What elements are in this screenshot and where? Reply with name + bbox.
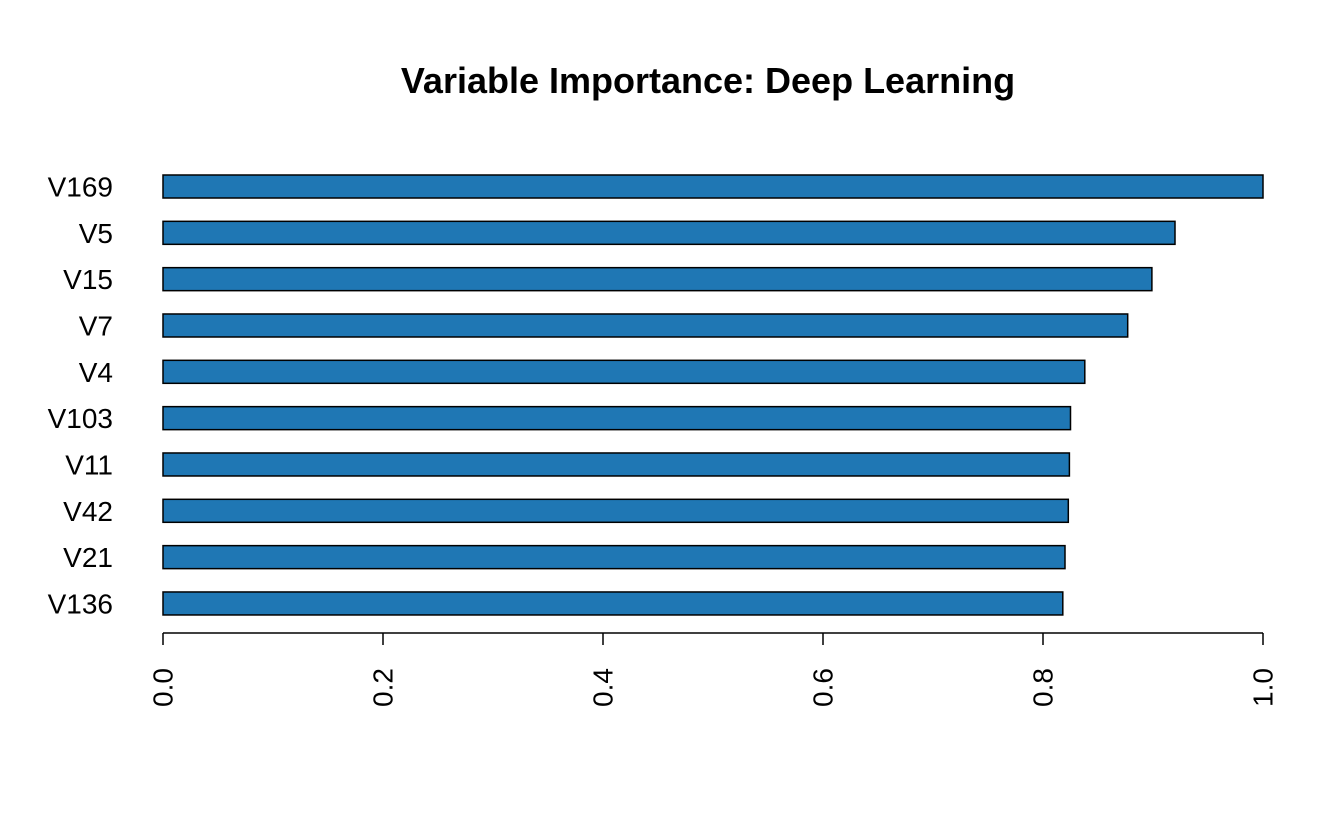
category-label-v136: V136 [48,588,113,619]
bar-v136 [162,591,1064,616]
bar-v42 [162,498,1070,524]
bar-v5 [162,220,1176,246]
category-label-v7: V7 [79,310,113,341]
category-label-v15: V15 [63,264,113,295]
category-label-v21: V21 [63,542,113,573]
x-tick-label: 0.6 [808,668,839,707]
category-label-v169: V169 [48,172,113,203]
category-label-v5: V5 [79,218,113,249]
x-tick-label: 1.0 [1248,668,1279,707]
x-tick-label: 0.2 [368,668,399,707]
x-tick-label: 0.4 [588,668,619,707]
category-labels: V169 V5 V15 V7 V4 V103 V11 V42 V21 V136 [48,172,113,620]
category-label-v103: V103 [48,403,113,434]
category-label-v11: V11 [65,449,113,480]
bar-v103 [162,405,1072,431]
bar-v21 [162,544,1066,570]
bar-v7 [162,313,1129,338]
x-tick-label: 0.0 [148,668,179,707]
bar-v4 [162,359,1086,385]
chart-title: Variable Importance: Deep Learning [401,60,1015,101]
x-axis: 0.0 0.2 0.4 0.6 0.8 1.0 [148,632,1279,707]
bars-group [162,174,1264,616]
category-label-v4: V4 [79,357,113,388]
bar-v15 [162,266,1153,292]
category-label-v42: V42 [63,496,113,527]
bar-v169 [162,174,1264,199]
bar-v11 [162,452,1071,477]
x-tick-label: 0.8 [1028,668,1059,707]
